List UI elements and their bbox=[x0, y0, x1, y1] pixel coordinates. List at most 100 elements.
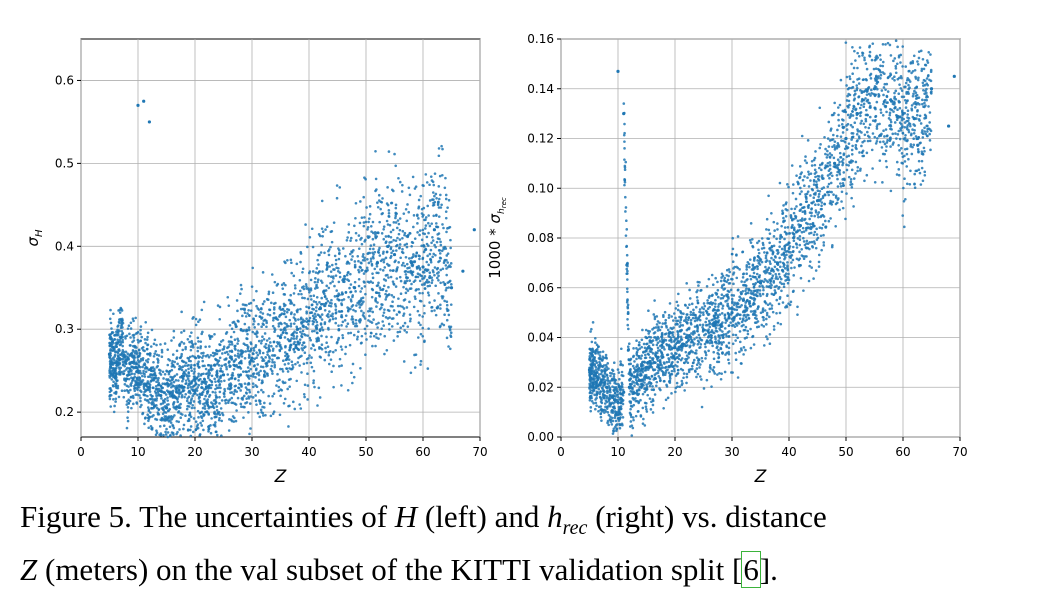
left-data-point bbox=[249, 427, 252, 430]
right-data-point bbox=[711, 293, 714, 297]
right-data-point bbox=[638, 385, 642, 389]
right-data-point bbox=[863, 56, 866, 60]
left-data-point bbox=[127, 385, 130, 388]
left-data-point bbox=[216, 412, 219, 416]
left-data-point bbox=[308, 290, 311, 294]
left-data-point bbox=[408, 279, 412, 282]
left-data-point bbox=[269, 414, 273, 418]
left-data-point bbox=[395, 277, 399, 280]
left-data-point bbox=[189, 381, 193, 385]
left-data-point bbox=[131, 340, 134, 344]
left-data-point bbox=[359, 261, 363, 264]
right-data-point bbox=[667, 371, 671, 375]
left-data-point bbox=[397, 222, 401, 226]
left-data-point bbox=[347, 270, 350, 274]
left-data-point bbox=[412, 225, 415, 229]
left-data-point bbox=[205, 390, 209, 393]
left-data-point bbox=[239, 367, 243, 370]
left-data-point bbox=[403, 233, 406, 237]
left-data-point bbox=[293, 407, 297, 411]
left-data-point bbox=[149, 424, 153, 428]
left-data-point bbox=[434, 245, 437, 249]
left-data-point bbox=[371, 220, 375, 224]
left-data-point bbox=[122, 395, 126, 399]
left-data-point bbox=[301, 329, 305, 333]
left-data-point bbox=[170, 414, 173, 418]
left-data-point bbox=[166, 348, 170, 351]
left-data-point bbox=[129, 327, 133, 330]
left-data-point bbox=[427, 231, 430, 235]
right-data-point bbox=[746, 329, 750, 333]
left-data-point bbox=[159, 394, 162, 397]
left-data-point bbox=[137, 341, 140, 344]
right-data-point bbox=[891, 143, 895, 146]
left-data-point bbox=[445, 300, 449, 303]
right-scatter-plot: 0 10 20 30 40 50 60 700.000.020.040.060.080.100… bbox=[486, 32, 968, 487]
right-data-point bbox=[769, 262, 772, 266]
left-data-point bbox=[213, 377, 216, 381]
left-data-point bbox=[123, 383, 127, 386]
right-data-point bbox=[827, 193, 830, 197]
right-data-point bbox=[910, 71, 913, 75]
left-data-point bbox=[382, 227, 385, 231]
left-data-point bbox=[149, 345, 153, 348]
left-data-point bbox=[334, 305, 338, 308]
left-data-point bbox=[401, 183, 404, 187]
left-data-point bbox=[169, 421, 173, 424]
left-data-point bbox=[397, 261, 400, 264]
left-data-point bbox=[229, 383, 233, 387]
left-data-point bbox=[261, 359, 264, 363]
left-data-point bbox=[112, 312, 115, 316]
left-data-point bbox=[308, 236, 312, 239]
left-data-point bbox=[351, 381, 354, 385]
left-data-point bbox=[346, 309, 350, 313]
left-data-point bbox=[472, 228, 476, 232]
left-data-point bbox=[416, 222, 419, 225]
left-data-point bbox=[310, 303, 314, 307]
left-data-point bbox=[386, 245, 390, 249]
left-data-point bbox=[362, 221, 366, 224]
left-data-point bbox=[349, 236, 353, 240]
left-data-point bbox=[162, 377, 165, 380]
left-data-point bbox=[239, 327, 243, 331]
left-data-point bbox=[413, 237, 417, 240]
left-data-point bbox=[209, 431, 213, 435]
left-data-point bbox=[290, 261, 293, 265]
left-data-point bbox=[405, 279, 409, 283]
left-data-point bbox=[186, 397, 189, 400]
left-data-point bbox=[396, 335, 399, 338]
right-data-point bbox=[886, 138, 889, 142]
left-data-point bbox=[395, 313, 399, 316]
left-data-point bbox=[128, 361, 132, 364]
left-data-point bbox=[314, 271, 318, 274]
left-data-point bbox=[275, 317, 278, 321]
left-data-point bbox=[354, 231, 358, 235]
right-data-point bbox=[812, 180, 816, 183]
left-data-point bbox=[121, 321, 125, 325]
right-data-point bbox=[720, 312, 724, 315]
left-data-point bbox=[419, 332, 423, 336]
left-data-point bbox=[300, 354, 303, 358]
right-data-point bbox=[735, 276, 739, 280]
left-data-point bbox=[277, 385, 281, 389]
left-data-point bbox=[434, 313, 438, 317]
left-data-point bbox=[181, 365, 185, 368]
left-data-point bbox=[183, 386, 186, 389]
left-data-point bbox=[249, 347, 253, 350]
left-data-point bbox=[247, 369, 251, 373]
left-data-point bbox=[154, 384, 158, 388]
left-data-point bbox=[322, 302, 326, 306]
right-data-point bbox=[726, 278, 730, 282]
left-data-point bbox=[318, 328, 322, 331]
left-data-point bbox=[399, 256, 402, 260]
left-data-point bbox=[334, 274, 338, 277]
left-data-point bbox=[178, 428, 181, 431]
left-data-point bbox=[212, 406, 216, 410]
left-data-point bbox=[337, 257, 341, 261]
right-data-point bbox=[627, 342, 631, 345]
left-data-point bbox=[254, 376, 257, 379]
left-data-point bbox=[329, 245, 332, 249]
left-data-point bbox=[272, 306, 276, 309]
left-data-point bbox=[424, 224, 428, 227]
right-data-point bbox=[645, 410, 649, 413]
